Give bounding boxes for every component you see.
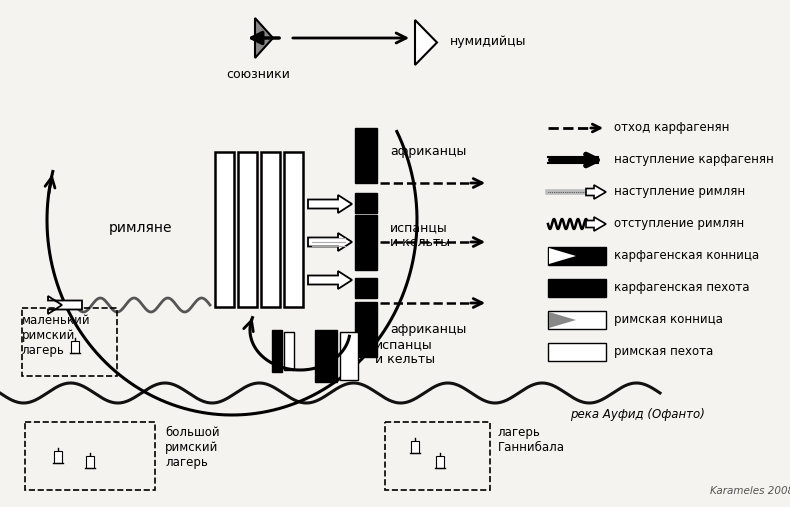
Text: африканцы: африканцы: [390, 146, 466, 159]
Bar: [355, 302, 377, 357]
Bar: [315, 330, 337, 382]
Bar: [86, 456, 94, 468]
Text: наступление римлян: наступление римлян: [614, 186, 745, 199]
Polygon shape: [308, 195, 352, 213]
Polygon shape: [48, 296, 82, 314]
Bar: [436, 456, 444, 468]
Bar: [355, 278, 377, 298]
Polygon shape: [586, 217, 606, 231]
Bar: [548, 343, 606, 361]
Bar: [355, 215, 377, 270]
Text: римляне: римляне: [108, 221, 171, 235]
Polygon shape: [308, 233, 352, 251]
Text: отступление римлян: отступление римлян: [614, 218, 744, 231]
Bar: [25, 422, 155, 490]
Bar: [411, 441, 419, 453]
Text: римская конница: римская конница: [614, 313, 723, 327]
Polygon shape: [255, 18, 273, 58]
Bar: [548, 247, 606, 265]
Text: карфагенская конница: карфагенская конница: [614, 249, 759, 263]
Text: Karameles 2008: Karameles 2008: [710, 486, 790, 496]
Bar: [385, 422, 490, 490]
Bar: [284, 332, 294, 370]
Bar: [261, 152, 280, 307]
Bar: [340, 332, 358, 380]
Bar: [284, 152, 303, 307]
Polygon shape: [586, 185, 606, 199]
Text: большой
римский
лагерь: большой римский лагерь: [165, 426, 220, 469]
Bar: [548, 311, 606, 329]
Text: карфагенская пехота: карфагенская пехота: [614, 281, 750, 295]
Polygon shape: [415, 20, 437, 65]
Text: нумидийцы: нумидийцы: [450, 35, 526, 49]
Text: африканцы: африканцы: [390, 323, 466, 337]
Polygon shape: [549, 312, 576, 328]
Bar: [238, 152, 257, 307]
Text: союзники: союзники: [226, 68, 290, 81]
Bar: [355, 128, 377, 183]
Text: испанцы
и кельты: испанцы и кельты: [375, 338, 435, 366]
Text: отход карфагенян: отход карфагенян: [614, 122, 729, 134]
Text: римская пехота: римская пехота: [614, 345, 713, 358]
Bar: [71, 341, 79, 353]
Bar: [22, 308, 117, 376]
Bar: [355, 193, 377, 213]
Text: лагерь
Ганнибала: лагерь Ганнибала: [498, 426, 565, 454]
Text: маленький
римский
лагерь: маленький римский лагерь: [22, 314, 91, 357]
Polygon shape: [549, 248, 576, 264]
Bar: [272, 330, 282, 372]
Text: река Ауфид (Офанто): река Ауфид (Офанто): [570, 408, 705, 421]
Text: испанцы
и кельты: испанцы и кельты: [390, 221, 450, 249]
Bar: [215, 152, 234, 307]
Polygon shape: [308, 271, 352, 289]
Bar: [54, 451, 62, 463]
Bar: [548, 279, 606, 297]
Text: наступление карфагенян: наступление карфагенян: [614, 154, 773, 166]
